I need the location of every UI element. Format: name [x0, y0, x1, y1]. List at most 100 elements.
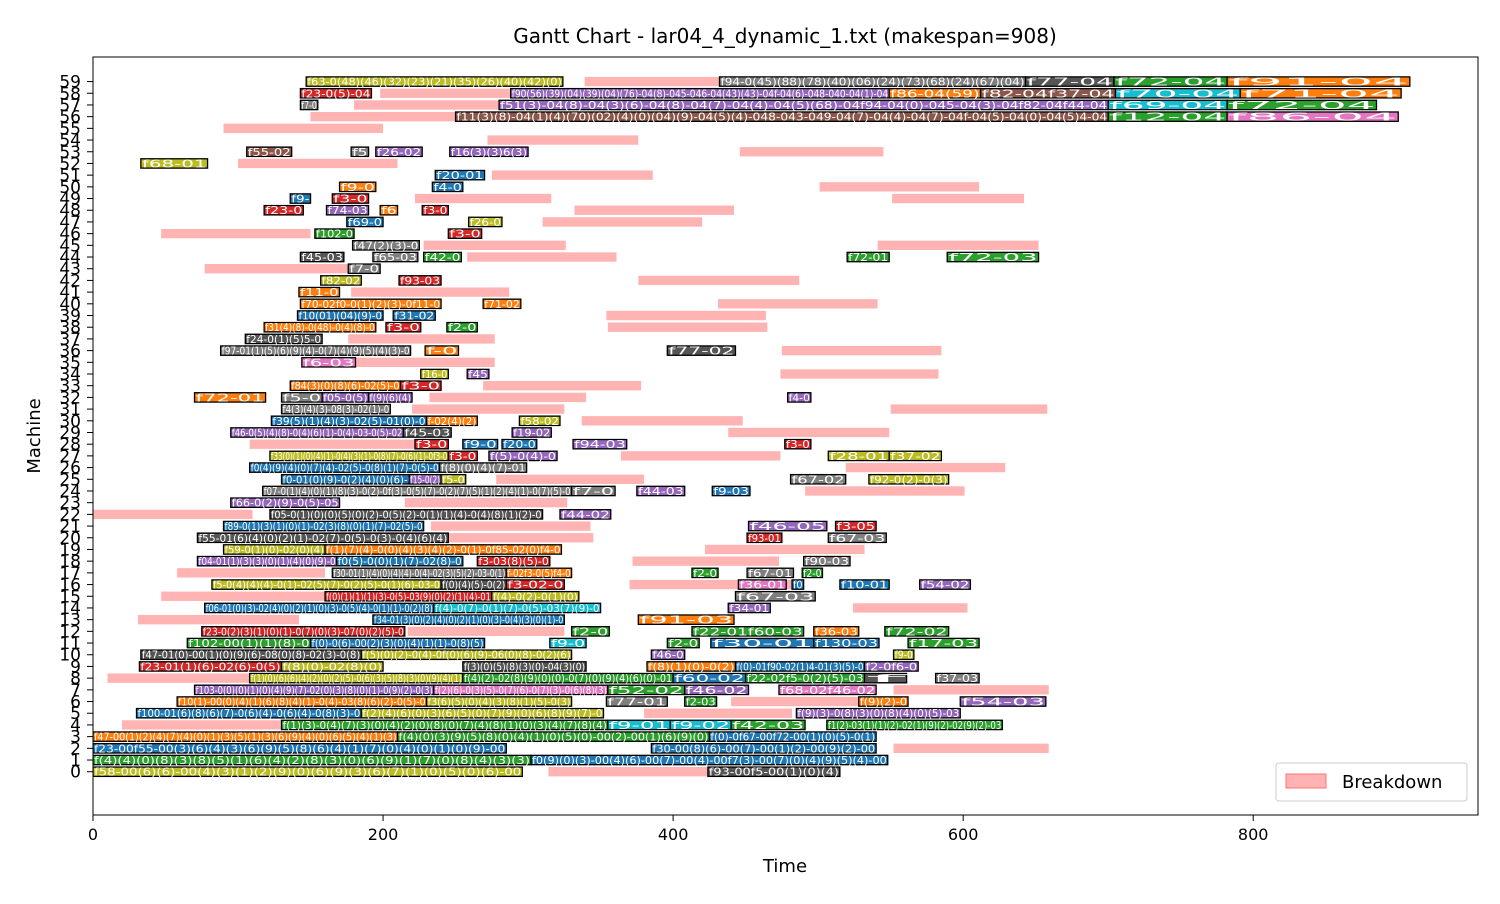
task-label: f4-0 — [433, 181, 461, 194]
task-label: f42-0 — [425, 251, 461, 264]
task-label: f69-0 — [348, 216, 382, 229]
task-bar — [708, 731, 877, 742]
task-bar — [414, 438, 449, 450]
y-tick-label: 34 — [59, 365, 81, 385]
task-bar — [431, 181, 464, 193]
y-tick-label: 56 — [59, 108, 81, 128]
task-label: f07-0(1)(4)(0)(1)(8)(3)-0(2)-0f(3)-0(5)(… — [264, 485, 571, 498]
task-bar — [299, 87, 373, 99]
task-bar — [666, 637, 700, 649]
task-bar — [462, 661, 587, 672]
task-label: f58-00(6)(6)-00(4)(3)(1)(2)(9)(0)(6)(9)(… — [94, 766, 521, 779]
y-tick-label: 16 — [59, 576, 81, 596]
chart-title: Gantt Chart - lar04_4_dynamic_1.txt (mak… — [513, 24, 1057, 48]
breakdown-bar — [351, 287, 510, 297]
task-label: f10(01)(04)(9)-0 — [298, 310, 382, 323]
task-bar — [299, 298, 442, 310]
y-tick-label: 58 — [59, 84, 81, 104]
task-label: f23-0(5)-04 — [301, 87, 370, 100]
y-tick-label: 8 — [70, 669, 81, 689]
task-label: f20-0 — [503, 438, 536, 451]
task-bar — [467, 216, 503, 228]
plot-area: f63-0(48)(46)(32)(23)(21)(35)(26)(40)(42… — [59, 56, 1479, 844]
task-bar — [438, 462, 528, 473]
task-bar — [813, 626, 860, 637]
y-tick-label: 22 — [59, 505, 81, 525]
task-bar — [530, 754, 889, 766]
task-label: f33(0)(1)(0)(4)(1)-0(4)(3)(1)-0(8)(7)-0(… — [271, 450, 447, 463]
task-bar — [946, 251, 1040, 263]
task-bar — [518, 415, 561, 427]
task-bar — [834, 520, 877, 532]
task-label: f17-03 — [909, 637, 978, 650]
breakdown-bar — [423, 240, 566, 251]
task-bar — [379, 204, 399, 216]
task-bar — [301, 356, 357, 368]
task-bar — [789, 473, 847, 485]
task-label: f1(2)-03(1)(1)(2)-02(1)(9)(2)-02(9)(2)-0… — [828, 719, 1001, 732]
breakdown-bar — [852, 603, 968, 613]
task-bar — [505, 567, 573, 579]
breakdown-bar — [107, 673, 268, 683]
task-label: f9-0 — [464, 438, 497, 451]
task-bar — [691, 626, 805, 637]
task-label: f3-05 — [837, 520, 876, 533]
task-label: f47-00(1)(2)(4)(7)(4)(0)(1)(3)(5)(1)(3)(… — [94, 731, 397, 744]
task-label: f(8)(1)(0)-0(2) — [648, 660, 734, 673]
y-tick-label: 47 — [59, 213, 81, 233]
task-label: f55-01(6)(4)(0)(2)(1)-02(7)-0(5)-0(3)-0(… — [198, 532, 447, 545]
task-label: f91-03 — [639, 614, 733, 627]
breakdown-bar — [893, 743, 1049, 754]
x-tick-label: 800 — [1238, 825, 1269, 844]
task-bar — [360, 649, 573, 661]
task-bar — [420, 368, 449, 380]
task-bar — [1226, 76, 1411, 87]
task-bar — [863, 672, 908, 684]
task-bar — [299, 99, 319, 111]
task-label: f7-0 — [573, 485, 615, 498]
task-label: f(9)(2)-0 — [860, 696, 907, 709]
breakdown-bar — [177, 568, 326, 578]
breakdown-bar — [348, 334, 495, 344]
breakdown-bar — [728, 427, 890, 438]
task-label: f-0 — [426, 345, 457, 358]
task-label: f5-0 — [283, 391, 322, 404]
breakdown-bar — [780, 369, 939, 379]
task-bar — [868, 473, 950, 485]
task-bar — [888, 450, 943, 462]
task-label: f6-03 — [303, 356, 355, 369]
task-label: f71-04 — [1241, 87, 1400, 100]
breakdown-bar — [893, 685, 1049, 695]
breakdown-bar — [345, 357, 495, 367]
task-bar — [549, 637, 587, 649]
task-label: f86-04 — [1228, 111, 1397, 124]
task-bar — [691, 567, 719, 579]
task-label: f2-03 — [686, 696, 716, 709]
task-label: f72-01 — [196, 391, 265, 404]
task-label: f94-0(45)(88)(78)(40)(06)(24)(73)(68)(24… — [721, 76, 1025, 89]
task-bar — [314, 228, 355, 239]
task-bar — [423, 251, 463, 263]
task-label: f(8)(0)(4)(7)-01 — [441, 462, 526, 475]
task-label: f(9)(3)-0(8)(3)(0)(8)(4)(0)(5)-03 — [797, 707, 959, 720]
task-bar — [446, 321, 478, 333]
y-tick-label: 13 — [59, 611, 81, 631]
task-label: f(1)(7)(4)-0(0)(4)(3)(4)(2)-0(1)-0f85-02… — [326, 543, 560, 556]
task-bar — [350, 146, 370, 158]
y-tick-label: 55 — [59, 119, 81, 139]
breakdown-bar — [606, 310, 766, 321]
task-label: f46-0 — [652, 649, 683, 662]
task-label: f93-03 — [400, 274, 440, 287]
breakdown-bar — [877, 240, 1039, 251]
task-bar — [447, 450, 478, 462]
task-label: f36-03 — [815, 625, 858, 638]
breakdown-bar — [430, 521, 591, 531]
task-label: f94-03 — [574, 438, 626, 451]
y-tick-label: 0 — [70, 763, 81, 783]
task-label: f(5)-0(4)-0 — [490, 450, 556, 463]
task-bar — [858, 696, 909, 707]
y-tick-label: 9 — [70, 657, 81, 677]
task-bar — [747, 520, 828, 532]
task-bar — [934, 672, 980, 684]
